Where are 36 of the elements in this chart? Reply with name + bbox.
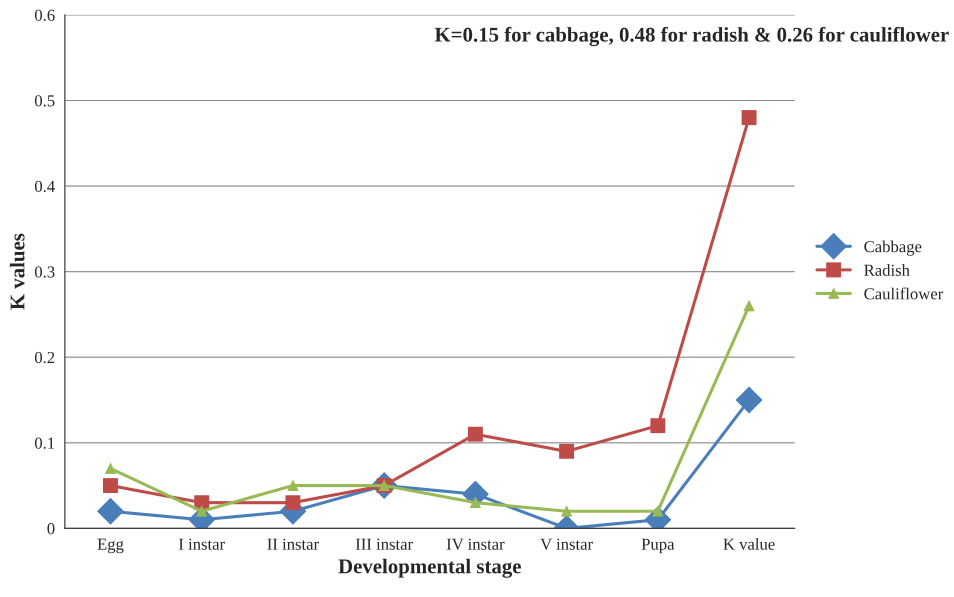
- y-tick-label: 0.2: [34, 352, 54, 364]
- y-tick-label: 0.6: [34, 10, 55, 21]
- y-tick-label: 0.1: [34, 437, 54, 449]
- point: [103, 478, 118, 494]
- point: [652, 506, 664, 517]
- point: [196, 506, 208, 517]
- point: [559, 444, 574, 459]
- point: [650, 418, 666, 434]
- y-tick-label: 0: [47, 523, 55, 534]
- point: [285, 495, 300, 510]
- point: [742, 110, 757, 126]
- point: [470, 497, 481, 508]
- y-axis-title: K values: [10, 234, 25, 310]
- point: [97, 498, 124, 525]
- x-tick-label: V instar: [540, 538, 593, 550]
- x-tick-label: Egg: [98, 538, 124, 554]
- legend-label: Radish: [864, 264, 910, 276]
- point: [288, 480, 298, 491]
- x-tick-label: Pupa: [642, 538, 674, 554]
- y-tick-label: 0.5: [34, 95, 54, 107]
- x-axis-title: Developmental stage: [338, 558, 521, 578]
- x-tick-label: II instar: [267, 538, 319, 550]
- y-tick-label: 0.3: [34, 266, 54, 278]
- point: [736, 386, 762, 414]
- legend-label: Cauliflower: [864, 288, 944, 300]
- point: [744, 300, 754, 312]
- x-tick-label: III instar: [356, 538, 413, 550]
- y-tick-label: 0.4: [34, 180, 55, 192]
- point: [561, 506, 572, 517]
- x-tick-label: I instar: [178, 538, 225, 550]
- annotation: K=0.15 for cabbage, 0.48 for radish & 0.26 for cauliflower: [434, 26, 949, 46]
- point: [105, 463, 116, 474]
- point: [468, 426, 483, 442]
- x-tick-label: K value: [723, 538, 775, 550]
- legend-label: Cabbage: [864, 240, 922, 256]
- x-tick-label: IV instar: [446, 538, 504, 550]
